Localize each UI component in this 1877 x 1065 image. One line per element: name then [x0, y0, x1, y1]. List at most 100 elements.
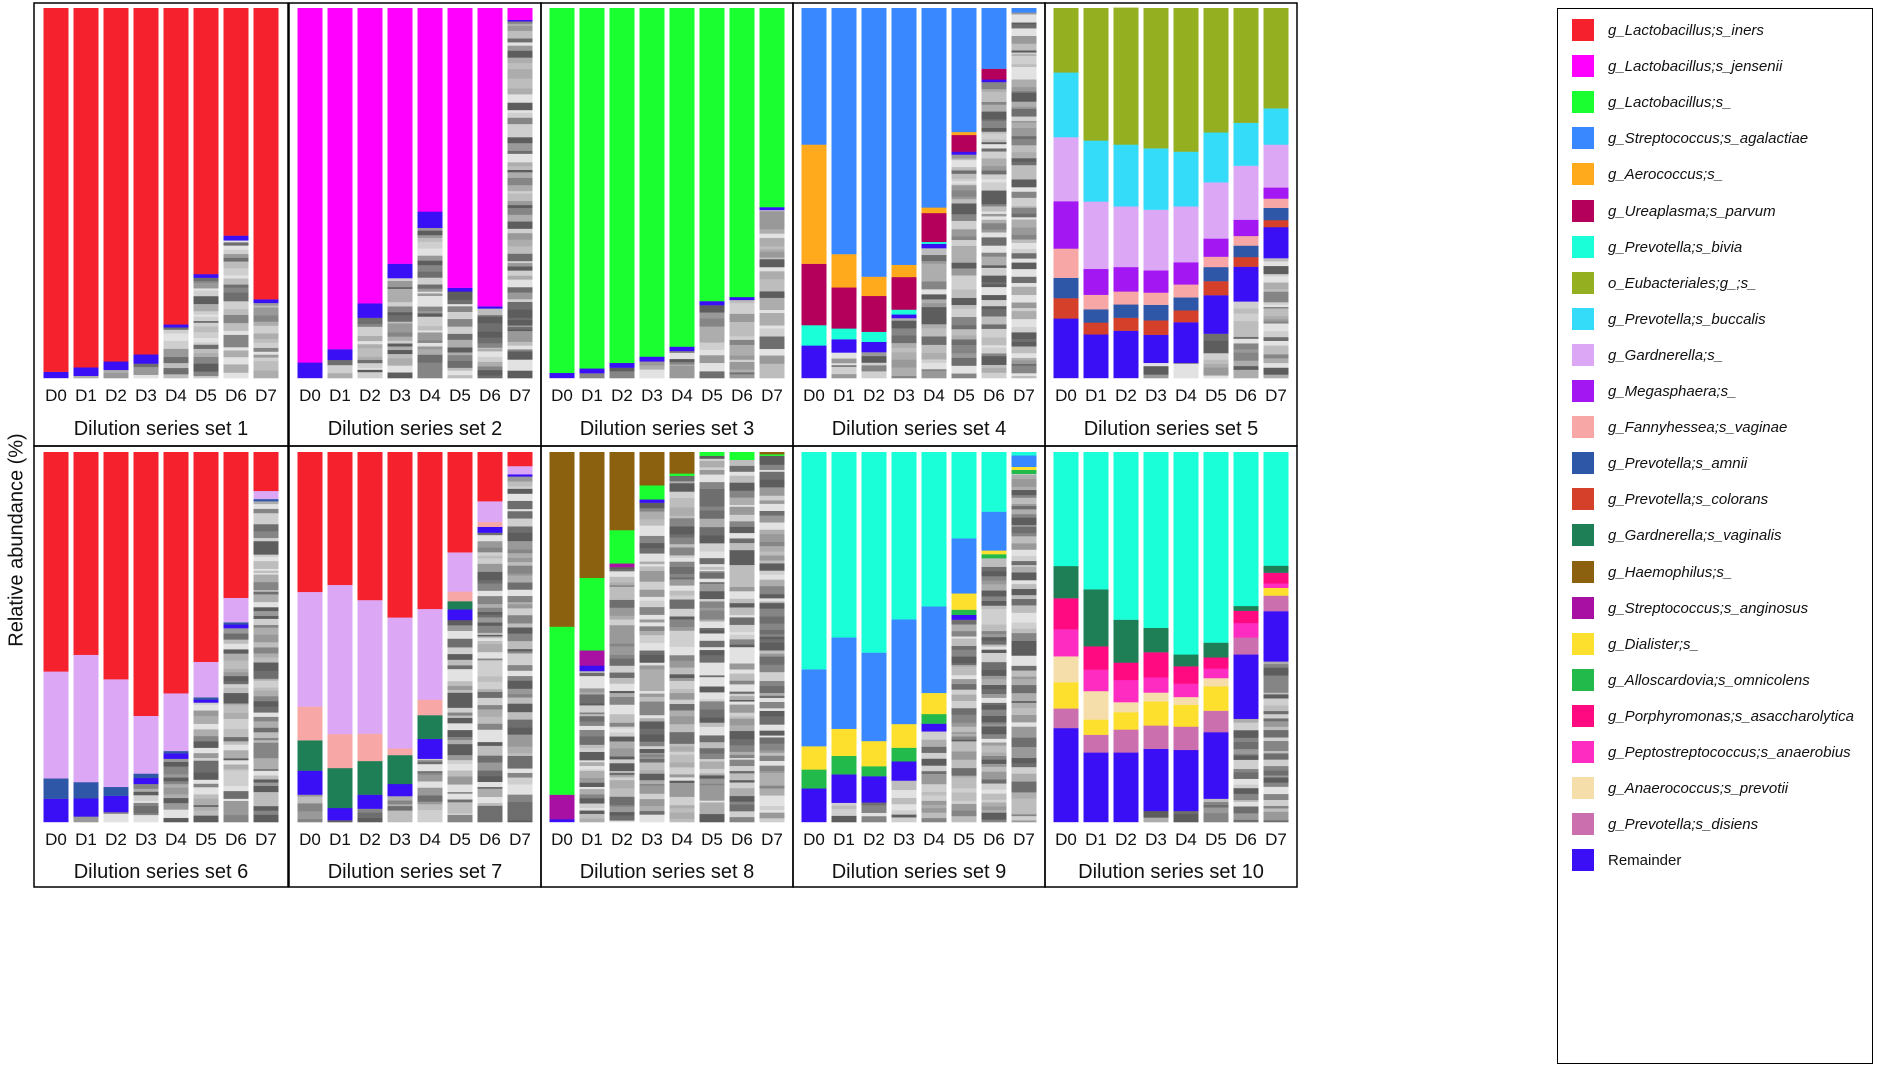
other-band — [327, 359, 353, 366]
segment-g-gardnerella-s- — [1113, 206, 1139, 268]
other-band — [981, 206, 1007, 212]
other-band — [447, 367, 473, 371]
other-band — [1263, 301, 1289, 305]
other-band — [981, 97, 1007, 102]
other-band — [921, 263, 947, 269]
segment-g-porphyromonas-s-asaccharolytica — [1113, 662, 1139, 681]
segment-g-gardnerella-s- — [73, 654, 99, 783]
other-band — [253, 727, 279, 733]
segment-g-peptostreptococcus-s-anaerobius — [1203, 668, 1229, 679]
category-label: D7 — [761, 830, 783, 849]
other-band — [729, 521, 755, 527]
legend-label: g_Prevotella;s_disiens — [1608, 815, 1759, 833]
other-band — [1011, 707, 1037, 716]
segment-g-haemophilus-s- — [549, 452, 575, 627]
other-band — [507, 319, 533, 326]
other-band — [447, 326, 473, 334]
other-band — [639, 701, 665, 709]
segment-g-fannyhessea-s-vaginae — [1173, 284, 1199, 298]
other-band — [1263, 692, 1289, 695]
other-band — [831, 362, 857, 366]
other-band — [699, 318, 725, 327]
category-label: D5 — [701, 830, 723, 849]
segment-remainder — [579, 368, 605, 374]
segment-g-fannyhessea-s-vaginae — [357, 733, 383, 762]
other-band — [477, 697, 503, 706]
segment-g-gardnerella-s- — [163, 693, 189, 752]
other-band — [1011, 286, 1037, 296]
other-band — [639, 728, 665, 735]
other-band — [981, 590, 1007, 597]
other-band — [417, 271, 443, 278]
legend-label: g_Prevotella;s_buccalis — [1608, 310, 1766, 328]
other-band — [223, 249, 249, 255]
other-band — [1011, 648, 1037, 656]
other-band — [507, 697, 533, 704]
other-band — [477, 704, 503, 710]
other-band — [1263, 770, 1289, 776]
segment-remainder — [639, 356, 665, 362]
other-band — [981, 646, 1007, 650]
category-label: D4 — [165, 386, 187, 405]
other-band — [1233, 729, 1259, 738]
segment-g-gardnerella-s- — [1083, 201, 1109, 270]
other-band — [729, 639, 755, 645]
other-band — [253, 362, 279, 371]
other-band — [1011, 282, 1037, 287]
other-band — [639, 734, 665, 742]
other-band — [891, 320, 917, 329]
other-band — [1011, 35, 1037, 40]
segment-g-prevotella-s-bivia — [1233, 452, 1259, 607]
legend-label: Remainder — [1608, 851, 1682, 869]
other-band — [1263, 726, 1289, 731]
other-band — [921, 731, 947, 734]
other-band — [1233, 754, 1259, 757]
other-band — [759, 642, 785, 651]
other-band — [163, 369, 189, 375]
other-band — [1263, 374, 1289, 379]
other-band — [1263, 315, 1289, 320]
other-band — [253, 653, 279, 658]
segment-g-gardnerella-s-vaginalis — [1083, 589, 1109, 647]
other-band — [1263, 273, 1289, 277]
other-band — [699, 566, 725, 570]
other-band — [669, 372, 695, 379]
legend-item: g_Anaerococcus;s_prevotii — [1572, 776, 1788, 800]
other-band — [507, 601, 533, 605]
other-band — [759, 593, 785, 599]
other-band — [447, 311, 473, 316]
other-band — [891, 789, 917, 798]
other-band — [163, 817, 189, 823]
other-band — [163, 329, 189, 334]
other-band — [669, 788, 695, 797]
bar-D7 — [253, 8, 279, 379]
other-band — [1011, 509, 1037, 513]
segment-g-porphyromonas-s-asaccharolytica — [1143, 652, 1169, 678]
bar-D5 — [699, 8, 725, 379]
other-band — [447, 638, 473, 645]
other-band — [981, 733, 1007, 739]
other-band — [507, 25, 533, 31]
other-band — [729, 486, 755, 491]
other-band — [1263, 681, 1289, 686]
segment-remainder — [1263, 227, 1289, 259]
other-band — [891, 817, 917, 823]
legend-swatch — [1572, 127, 1594, 149]
other-band — [921, 359, 947, 363]
other-band — [223, 639, 249, 644]
other-band — [477, 571, 503, 581]
segment-g-streptococcus-s-agalactiae — [801, 669, 827, 747]
segment-g-gardnerella-s-vaginalis — [1053, 565, 1079, 599]
segment-g-fannyhessea-s-vaginae — [1233, 235, 1259, 246]
other-band — [507, 279, 533, 288]
other-band — [163, 766, 189, 775]
segment-g-lactobacillus-s- — [639, 485, 665, 500]
other-band — [981, 216, 1007, 220]
other-band — [507, 30, 533, 39]
other-band — [699, 627, 725, 631]
other-band — [981, 148, 1007, 152]
other-band — [417, 227, 443, 231]
other-band — [447, 809, 473, 814]
other-band — [759, 506, 785, 512]
